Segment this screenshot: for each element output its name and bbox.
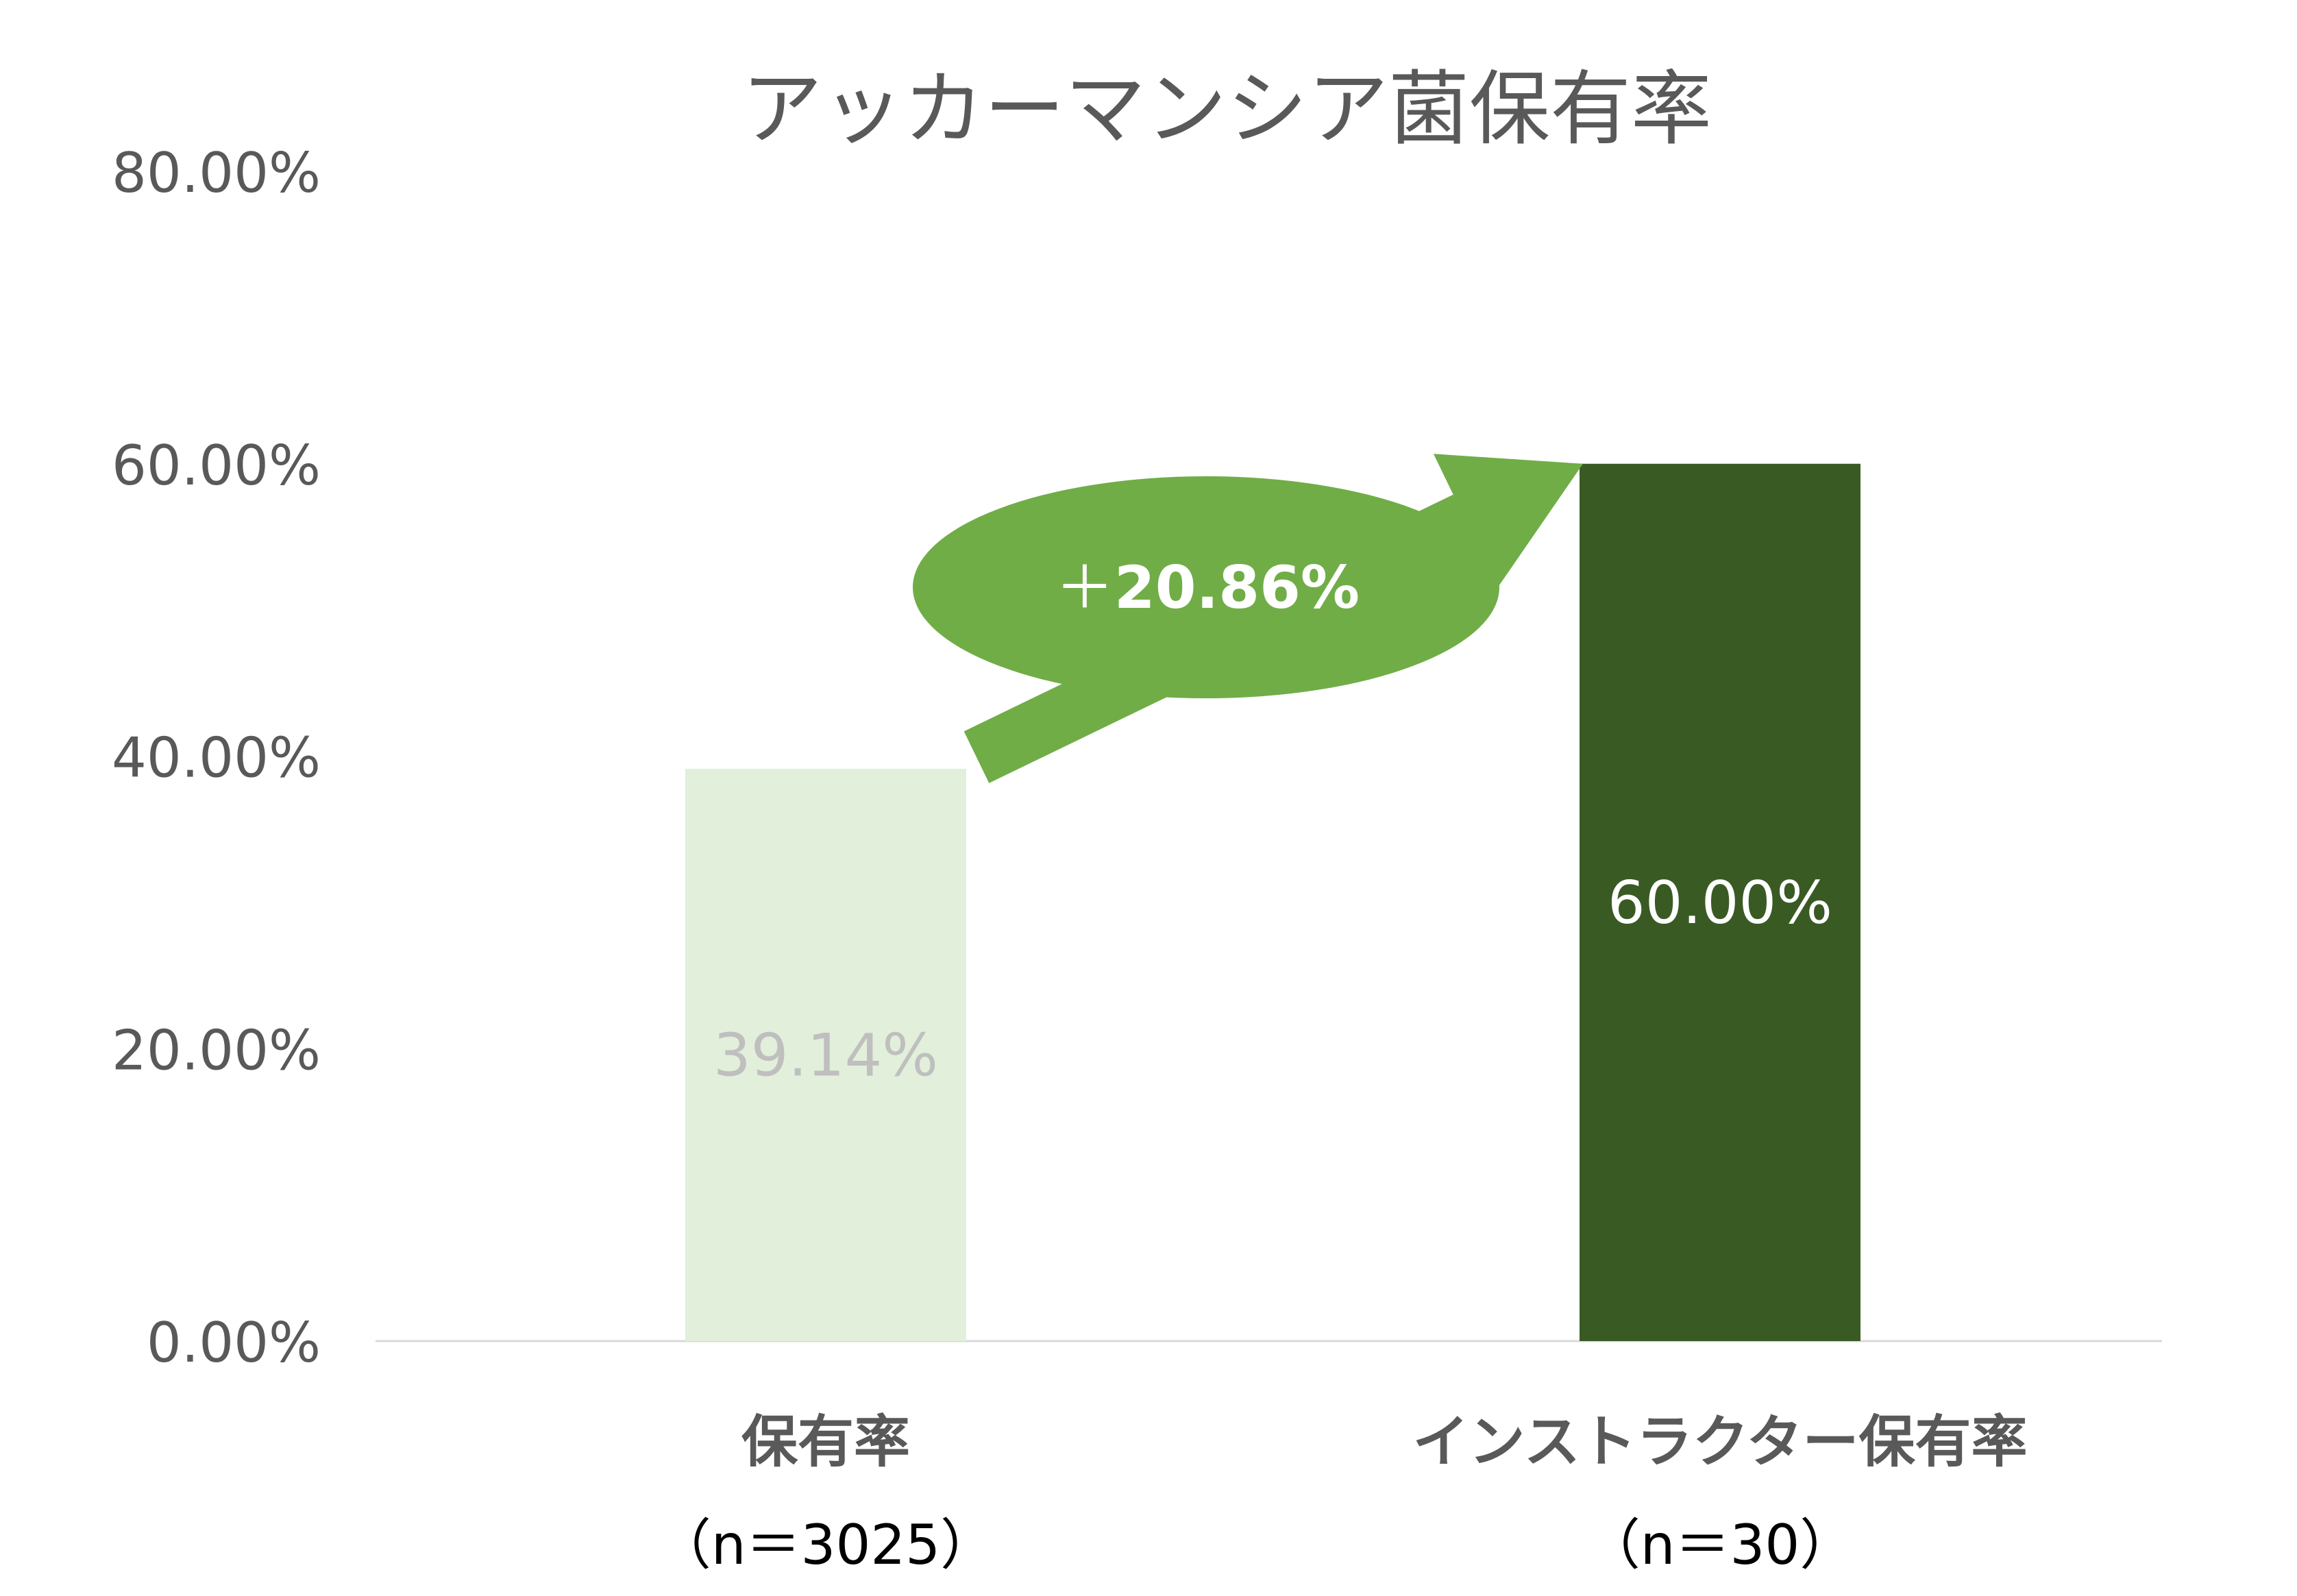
bar xyxy=(685,768,966,1341)
x-category-sublabel: （n＝3025） xyxy=(656,1513,995,1577)
y-tick-label: 20.00% xyxy=(112,1018,321,1082)
x-axis-categories: 保有率 （n＝3025） インストラクター保有率 （n＝30） xyxy=(656,1410,2028,1577)
y-axis-ticks: 0.00% 20.00% 40.00% 60.00% 80.00% xyxy=(112,141,321,1375)
bars: 39.14% 60.00% xyxy=(685,463,1860,1341)
y-tick-label: 60.00% xyxy=(112,434,321,498)
y-tick-label: 80.00% xyxy=(112,141,321,205)
increase-annotation: ＋20.86% xyxy=(913,454,1583,783)
x-category-label: 保有率 xyxy=(741,1410,910,1475)
bar-data-label: 39.14% xyxy=(713,1021,938,1090)
increase-prefix: ＋ xyxy=(1055,554,1114,622)
bar xyxy=(1580,463,1860,1341)
increase-value: 20.86% xyxy=(1114,554,1360,622)
y-tick-label: 40.00% xyxy=(112,726,321,790)
x-category-sublabel: （n＝30） xyxy=(1586,1513,1855,1577)
x-category-label: インストラクター保有率 xyxy=(1412,1410,2027,1475)
bar-data-label: 60.00% xyxy=(1608,869,1832,937)
y-tick-label: 0.00% xyxy=(147,1311,321,1375)
chart-title: アッカーマンシア菌保有率 xyxy=(741,62,1712,156)
increase-label: ＋20.86% xyxy=(1055,554,1360,622)
increase-ellipse xyxy=(913,476,1499,698)
